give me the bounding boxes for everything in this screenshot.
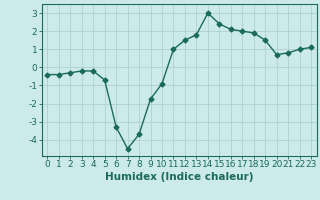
- X-axis label: Humidex (Indice chaleur): Humidex (Indice chaleur): [105, 172, 253, 182]
